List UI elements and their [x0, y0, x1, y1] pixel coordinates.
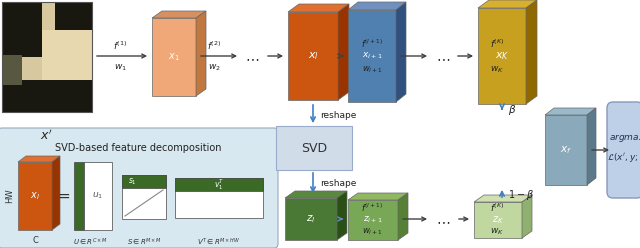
Text: $V^T \in R^{M \times HW}$: $V^T \in R^{M \times HW}$: [197, 237, 241, 248]
Polygon shape: [42, 30, 92, 80]
Bar: [2, 2, 92, 112]
Polygon shape: [18, 156, 60, 162]
Text: $u_1$: $u_1$: [92, 191, 104, 201]
Polygon shape: [478, 0, 537, 8]
Text: reshape: reshape: [320, 111, 356, 120]
Polygon shape: [398, 193, 408, 240]
Polygon shape: [474, 195, 532, 202]
Text: $1-\beta$: $1-\beta$: [508, 188, 534, 202]
Polygon shape: [545, 115, 587, 185]
Text: =: =: [58, 188, 70, 204]
Text: $w_K$: $w_K$: [490, 65, 504, 75]
Text: $f^{(K)}$: $f^{(K)}$: [490, 38, 504, 50]
Polygon shape: [52, 156, 60, 230]
Text: $w_K$: $w_K$: [490, 227, 504, 237]
Polygon shape: [348, 193, 408, 200]
Polygon shape: [288, 4, 349, 12]
Text: $v_1^T$: $v_1^T$: [214, 177, 224, 192]
Bar: [2, 80, 92, 112]
Polygon shape: [478, 8, 526, 104]
Text: C: C: [32, 236, 38, 245]
Text: $x_l$: $x_l$: [30, 190, 40, 202]
Polygon shape: [396, 2, 406, 102]
Text: $x_1$: $x_1$: [168, 51, 180, 63]
Polygon shape: [18, 162, 52, 230]
Polygon shape: [285, 191, 347, 198]
Text: $w_1$: $w_1$: [113, 63, 127, 73]
Text: $U \in R^{C \times M}$: $U \in R^{C \times M}$: [72, 237, 108, 248]
Bar: [122, 175, 166, 219]
Text: HW: HW: [6, 189, 15, 203]
Polygon shape: [196, 11, 206, 96]
Bar: [84, 162, 112, 230]
Text: $z_l$: $z_l$: [307, 213, 316, 225]
Bar: [55, 2, 92, 42]
Text: $f^{(1)}$: $f^{(1)}$: [113, 40, 127, 52]
FancyBboxPatch shape: [0, 128, 278, 248]
Text: reshape: reshape: [320, 179, 356, 187]
Polygon shape: [587, 108, 596, 185]
Text: $x'$: $x'$: [40, 128, 52, 143]
FancyBboxPatch shape: [276, 126, 352, 170]
Text: $f^{(K)}$: $f^{(K)}$: [490, 202, 504, 214]
Polygon shape: [288, 12, 338, 100]
Text: $s_1$: $s_1$: [128, 176, 137, 187]
Polygon shape: [338, 4, 349, 100]
Text: $w_{l+1}$: $w_{l+1}$: [362, 65, 382, 75]
Text: $z_K$: $z_K$: [492, 214, 504, 226]
Polygon shape: [522, 195, 532, 238]
Polygon shape: [152, 11, 206, 18]
Polygon shape: [337, 191, 347, 240]
Text: $f^{(2)}$: $f^{(2)}$: [207, 40, 221, 52]
Polygon shape: [348, 200, 398, 240]
Text: $f^{(l+1)}$: $f^{(l+1)}$: [361, 38, 383, 50]
Polygon shape: [474, 202, 522, 238]
Bar: [74, 162, 84, 230]
Bar: [2, 2, 92, 112]
Text: $w_2$: $w_2$: [207, 63, 220, 73]
Text: $x_f$: $x_f$: [560, 144, 572, 156]
Polygon shape: [2, 2, 92, 112]
Polygon shape: [545, 108, 596, 115]
Text: $w_{l+1}$: $w_{l+1}$: [362, 227, 382, 237]
Bar: [175, 178, 263, 218]
Polygon shape: [152, 18, 196, 96]
Bar: [2, 2, 42, 57]
Text: $S \in R^{M \times M}$: $S \in R^{M \times M}$: [127, 237, 161, 248]
Text: $x_K$: $x_K$: [495, 50, 509, 62]
Text: SVD: SVD: [301, 142, 327, 155]
Bar: [122, 175, 166, 188]
Polygon shape: [348, 2, 406, 10]
Text: $\beta$: $\beta$: [508, 103, 516, 117]
Text: $f^{(l+1)}$: $f^{(l+1)}$: [361, 202, 383, 214]
Text: $\cdots$: $\cdots$: [436, 51, 450, 65]
Text: $\mathcal{L}(x', y; W)$: $\mathcal{L}(x', y; W)$: [607, 152, 640, 164]
Text: $x_l$: $x_l$: [307, 50, 319, 62]
Text: $argmax_{x'}$: $argmax_{x'}$: [609, 132, 640, 144]
Polygon shape: [348, 10, 396, 102]
Text: $z_{l+1}$: $z_{l+1}$: [363, 215, 383, 225]
Bar: [2, 55, 22, 85]
FancyBboxPatch shape: [607, 102, 640, 198]
Text: $x_{l+1}$: $x_{l+1}$: [362, 51, 382, 61]
Text: SVD-based feature decomposition: SVD-based feature decomposition: [55, 143, 221, 153]
Polygon shape: [526, 0, 537, 104]
Text: $\cdots$: $\cdots$: [245, 51, 259, 65]
Polygon shape: [285, 198, 337, 240]
Text: $\cdots$: $\cdots$: [436, 214, 450, 228]
Bar: [175, 178, 263, 191]
